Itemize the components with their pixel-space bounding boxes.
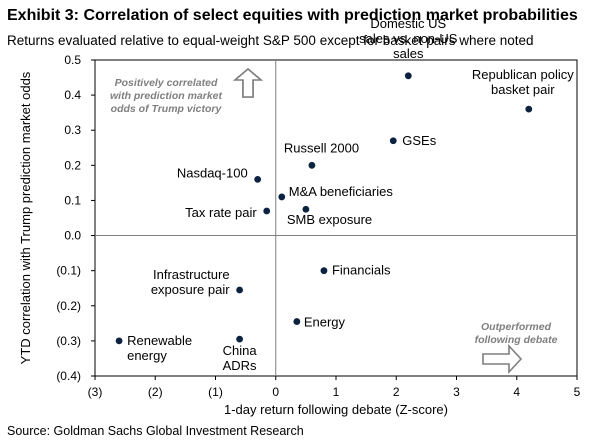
- data-point: [293, 318, 301, 325]
- x-tick-label: 2: [393, 385, 400, 399]
- y-tick-label: 0.0: [64, 229, 81, 243]
- data-point-label: M&A beneficiaries: [289, 184, 394, 199]
- data-point-label: Tax rate pair: [185, 205, 257, 220]
- up-arrow-icon: [232, 67, 264, 98]
- data-point-label: Energy: [304, 315, 346, 330]
- data-point: [308, 161, 316, 169]
- chart-subtitle: Returns evaluated relative to equal-weig…: [7, 33, 534, 48]
- data-point: [115, 337, 123, 345]
- y-tick-label: (0.4): [56, 369, 81, 383]
- y-tick-label: (0.2): [56, 299, 81, 313]
- data-point-label: Russell 2000: [284, 140, 359, 155]
- data-point-label: Nasdaq-100: [177, 165, 248, 180]
- annotation-positively-correlated: Positively correlated with prediction mar…: [110, 77, 223, 115]
- data-point: [278, 193, 286, 201]
- data-point-label: Domestic US sales vs. non-US sales: [359, 16, 458, 61]
- y-tick-label: 0.3: [64, 123, 81, 137]
- data-point-label: SMB exposure: [287, 212, 372, 227]
- y-axis-title: YTD correlation with Trump prediction ma…: [18, 71, 33, 364]
- data-point: [236, 335, 244, 343]
- x-tick-label: 3: [453, 385, 460, 399]
- data-point: [254, 175, 262, 183]
- x-tick-label: 0: [272, 385, 279, 399]
- data-point-label: GSEs: [402, 133, 436, 148]
- y-tick-label: (0.1): [56, 264, 81, 278]
- x-tick-label: 4: [513, 385, 520, 399]
- data-point: [389, 137, 397, 145]
- y-tick-label: 0.5: [64, 53, 81, 67]
- x-tick-label: (3): [88, 385, 103, 399]
- y-tick-label: 0.1: [64, 193, 81, 207]
- data-point-label: Financials: [332, 263, 391, 278]
- annotation-outperformed: Outperformed following debate: [475, 321, 558, 346]
- x-tick-label: (2): [148, 385, 163, 399]
- data-point-label: China ADRs: [223, 343, 258, 373]
- data-point: [525, 105, 533, 113]
- data-point-label: Republican policy basket pair: [472, 67, 574, 97]
- x-tick-label: (1): [208, 385, 223, 399]
- source-note: Source: Goldman Sachs Global Investment …: [7, 424, 304, 438]
- y-tick-label: 0.4: [64, 88, 81, 102]
- y-tick-label: 0.2: [64, 158, 81, 172]
- data-point: [320, 267, 328, 275]
- right-arrow-icon: [482, 343, 523, 375]
- chart-title: Exhibit 3: Correlation of select equitie…: [7, 7, 578, 24]
- data-point-label: Renewable energy: [127, 333, 192, 363]
- data-point: [404, 72, 412, 80]
- x-tick-label: 5: [574, 385, 581, 399]
- data-point-label: Infrastructure exposure pair: [151, 267, 230, 297]
- x-tick-label: 1: [333, 385, 340, 399]
- data-point: [263, 207, 271, 215]
- data-point: [236, 286, 244, 294]
- y-tick-label: (0.3): [56, 334, 81, 348]
- x-axis-title: 1-day return following debate (Z-score): [224, 402, 448, 417]
- data-point: [302, 205, 310, 213]
